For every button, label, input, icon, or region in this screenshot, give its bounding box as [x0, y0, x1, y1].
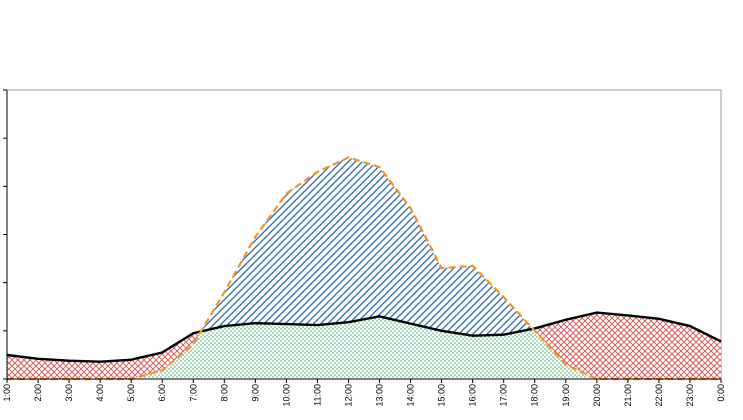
x-tick-label: 10:00 — [281, 384, 291, 407]
x-tick-label: 9:00 — [250, 384, 260, 402]
x-tick-label: 12:00 — [343, 384, 353, 407]
x-tick-label: 20:00 — [592, 384, 602, 407]
x-tick-label: 2:00 — [33, 384, 43, 402]
y-axis-ticks — [3, 89, 7, 380]
surplus-hatch-area — [7, 157, 721, 362]
x-tick-label: 22:00 — [654, 384, 664, 407]
x-tick-label: 1:00 — [2, 384, 12, 402]
x-tick-label: 16:00 — [468, 384, 478, 407]
x-tick-label: 14:00 — [406, 384, 416, 407]
x-tick-label: 21:00 — [623, 384, 633, 407]
x-tick-label: 8:00 — [219, 384, 229, 402]
x-tick-label: 23:00 — [685, 384, 695, 407]
x-axis-ticks: 1:00 2:00 3:00 4:00 5:00 6:00 7:00 8:00 9:00 10:0… — [2, 379, 726, 407]
x-tick-label: 13:00 — [375, 384, 385, 407]
x-tick-label: 3:00 — [64, 384, 74, 402]
x-tick-label: 18:00 — [530, 384, 540, 407]
x-tick-label: 0:00 — [716, 384, 726, 402]
x-tick-label: 15:00 — [437, 384, 447, 407]
x-tick-label: 19:00 — [561, 384, 571, 407]
x-tick-label: 4:00 — [95, 384, 105, 402]
x-tick-label: 7:00 — [188, 384, 198, 402]
x-tick-label: 5:00 — [126, 384, 136, 402]
solid-series-line — [6, 311, 722, 363]
x-tick-label: 17:00 — [499, 384, 509, 407]
x-tick-label: 6:00 — [157, 384, 167, 402]
x-tick-label: 11:00 — [312, 384, 322, 406]
